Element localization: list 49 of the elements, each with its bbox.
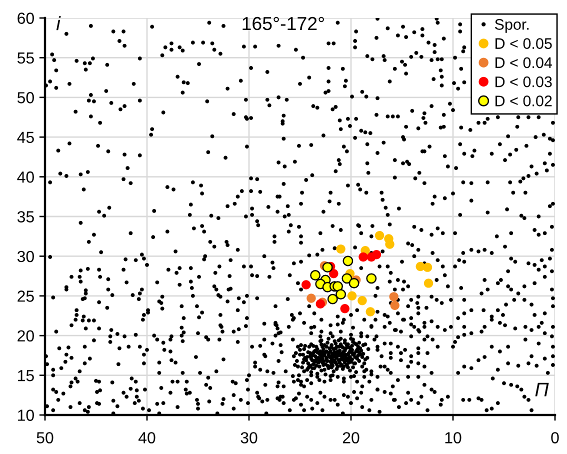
point [372,250,382,260]
y-tick-label: 50 [17,92,34,104]
x-tick-label: 20 [342,432,360,444]
point [366,307,375,316]
y-tick-label: 30 [17,250,34,262]
point [336,244,346,254]
x-tick-label: 50 [36,432,54,444]
legend-label: D < 0.03 [496,76,552,88]
x-tick-label: 40 [138,432,156,444]
point [358,252,368,262]
x-axis-title: Π [535,382,549,396]
chart-title: 165°-172° [242,16,324,30]
legend-label: D < 0.05 [496,38,552,49]
x-tick-label: 30 [240,432,258,444]
point [366,273,377,284]
legend-label: D < 0.02 [496,96,552,106]
point [389,292,398,302]
point [342,273,352,284]
point [306,294,316,303]
point [342,256,354,266]
point [374,230,384,240]
point [340,304,350,314]
y-tick-label: 35 [17,211,34,222]
point [310,270,321,280]
y-tick-label: 40 [17,171,34,183]
point [347,291,357,301]
point [390,300,400,310]
y-axis-title: i [56,16,61,30]
y-tick-label: 60 [18,12,34,24]
point [322,262,333,273]
point [424,278,434,288]
point [332,281,343,292]
point [358,296,367,306]
y-tick-label: 55 [17,52,34,64]
y-tick-label: 20 [18,330,34,342]
point [348,278,360,288]
x-tick-label: 10 [445,432,462,444]
y-tick-label: 45 [17,132,34,144]
point [385,240,394,249]
y-tick-label: 10 [18,410,34,421]
x-tick-label: 0 [551,432,559,444]
point [422,262,432,272]
point [336,289,346,300]
y-tick-label: 15 [18,370,34,382]
point [302,280,311,290]
legend-label: Spor. [494,19,529,33]
y-tick-label: 25 [18,290,34,302]
legend-label: D < 0.04 [496,57,552,68]
point [327,294,338,304]
